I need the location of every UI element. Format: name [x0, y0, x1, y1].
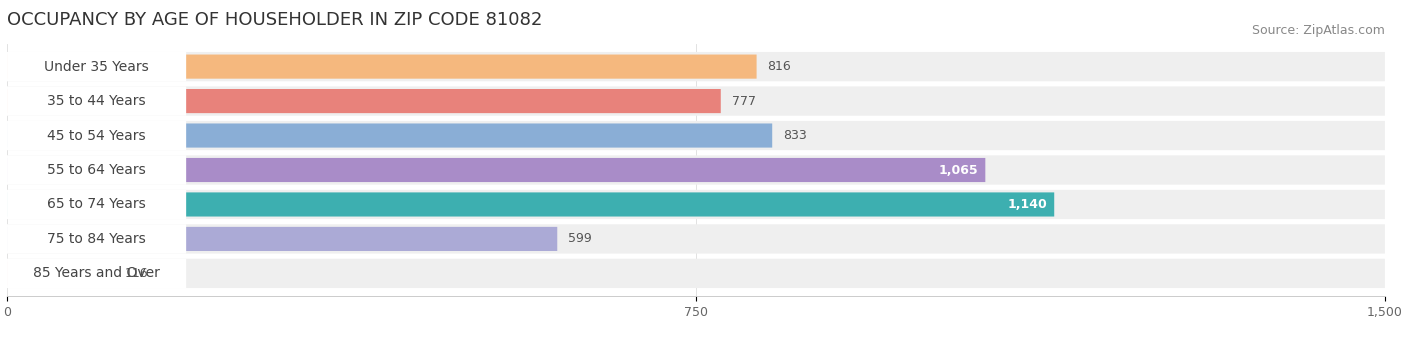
Text: 1,065: 1,065	[938, 164, 979, 176]
FancyBboxPatch shape	[7, 155, 1385, 185]
FancyBboxPatch shape	[7, 89, 721, 113]
FancyBboxPatch shape	[7, 52, 186, 81]
Text: 777: 777	[731, 95, 756, 107]
FancyBboxPatch shape	[7, 158, 986, 182]
Text: 45 to 54 Years: 45 to 54 Years	[48, 129, 146, 142]
Text: 55 to 64 Years: 55 to 64 Years	[48, 163, 146, 177]
Text: 65 to 74 Years: 65 to 74 Years	[48, 198, 146, 211]
FancyBboxPatch shape	[7, 190, 186, 219]
FancyBboxPatch shape	[7, 190, 1385, 219]
Text: 1,140: 1,140	[1007, 198, 1047, 211]
FancyBboxPatch shape	[7, 227, 557, 251]
Text: 116: 116	[125, 267, 148, 280]
Text: 599: 599	[568, 233, 592, 245]
Text: 833: 833	[783, 129, 807, 142]
FancyBboxPatch shape	[7, 123, 772, 148]
FancyBboxPatch shape	[7, 224, 1385, 254]
FancyBboxPatch shape	[7, 224, 186, 254]
FancyBboxPatch shape	[7, 259, 186, 288]
FancyBboxPatch shape	[7, 259, 1385, 288]
Text: OCCUPANCY BY AGE OF HOUSEHOLDER IN ZIP CODE 81082: OCCUPANCY BY AGE OF HOUSEHOLDER IN ZIP C…	[7, 11, 543, 29]
FancyBboxPatch shape	[7, 52, 1385, 81]
Text: Under 35 Years: Under 35 Years	[44, 59, 149, 73]
Text: 816: 816	[768, 60, 792, 73]
Text: 85 Years and Over: 85 Years and Over	[34, 267, 160, 280]
Text: 75 to 84 Years: 75 to 84 Years	[48, 232, 146, 246]
FancyBboxPatch shape	[7, 86, 186, 116]
FancyBboxPatch shape	[7, 121, 1385, 150]
FancyBboxPatch shape	[7, 261, 114, 286]
Text: 35 to 44 Years: 35 to 44 Years	[48, 94, 146, 108]
FancyBboxPatch shape	[7, 121, 186, 150]
FancyBboxPatch shape	[7, 192, 1054, 217]
FancyBboxPatch shape	[7, 54, 756, 79]
FancyBboxPatch shape	[7, 86, 1385, 116]
Text: Source: ZipAtlas.com: Source: ZipAtlas.com	[1251, 24, 1385, 37]
FancyBboxPatch shape	[7, 155, 186, 185]
